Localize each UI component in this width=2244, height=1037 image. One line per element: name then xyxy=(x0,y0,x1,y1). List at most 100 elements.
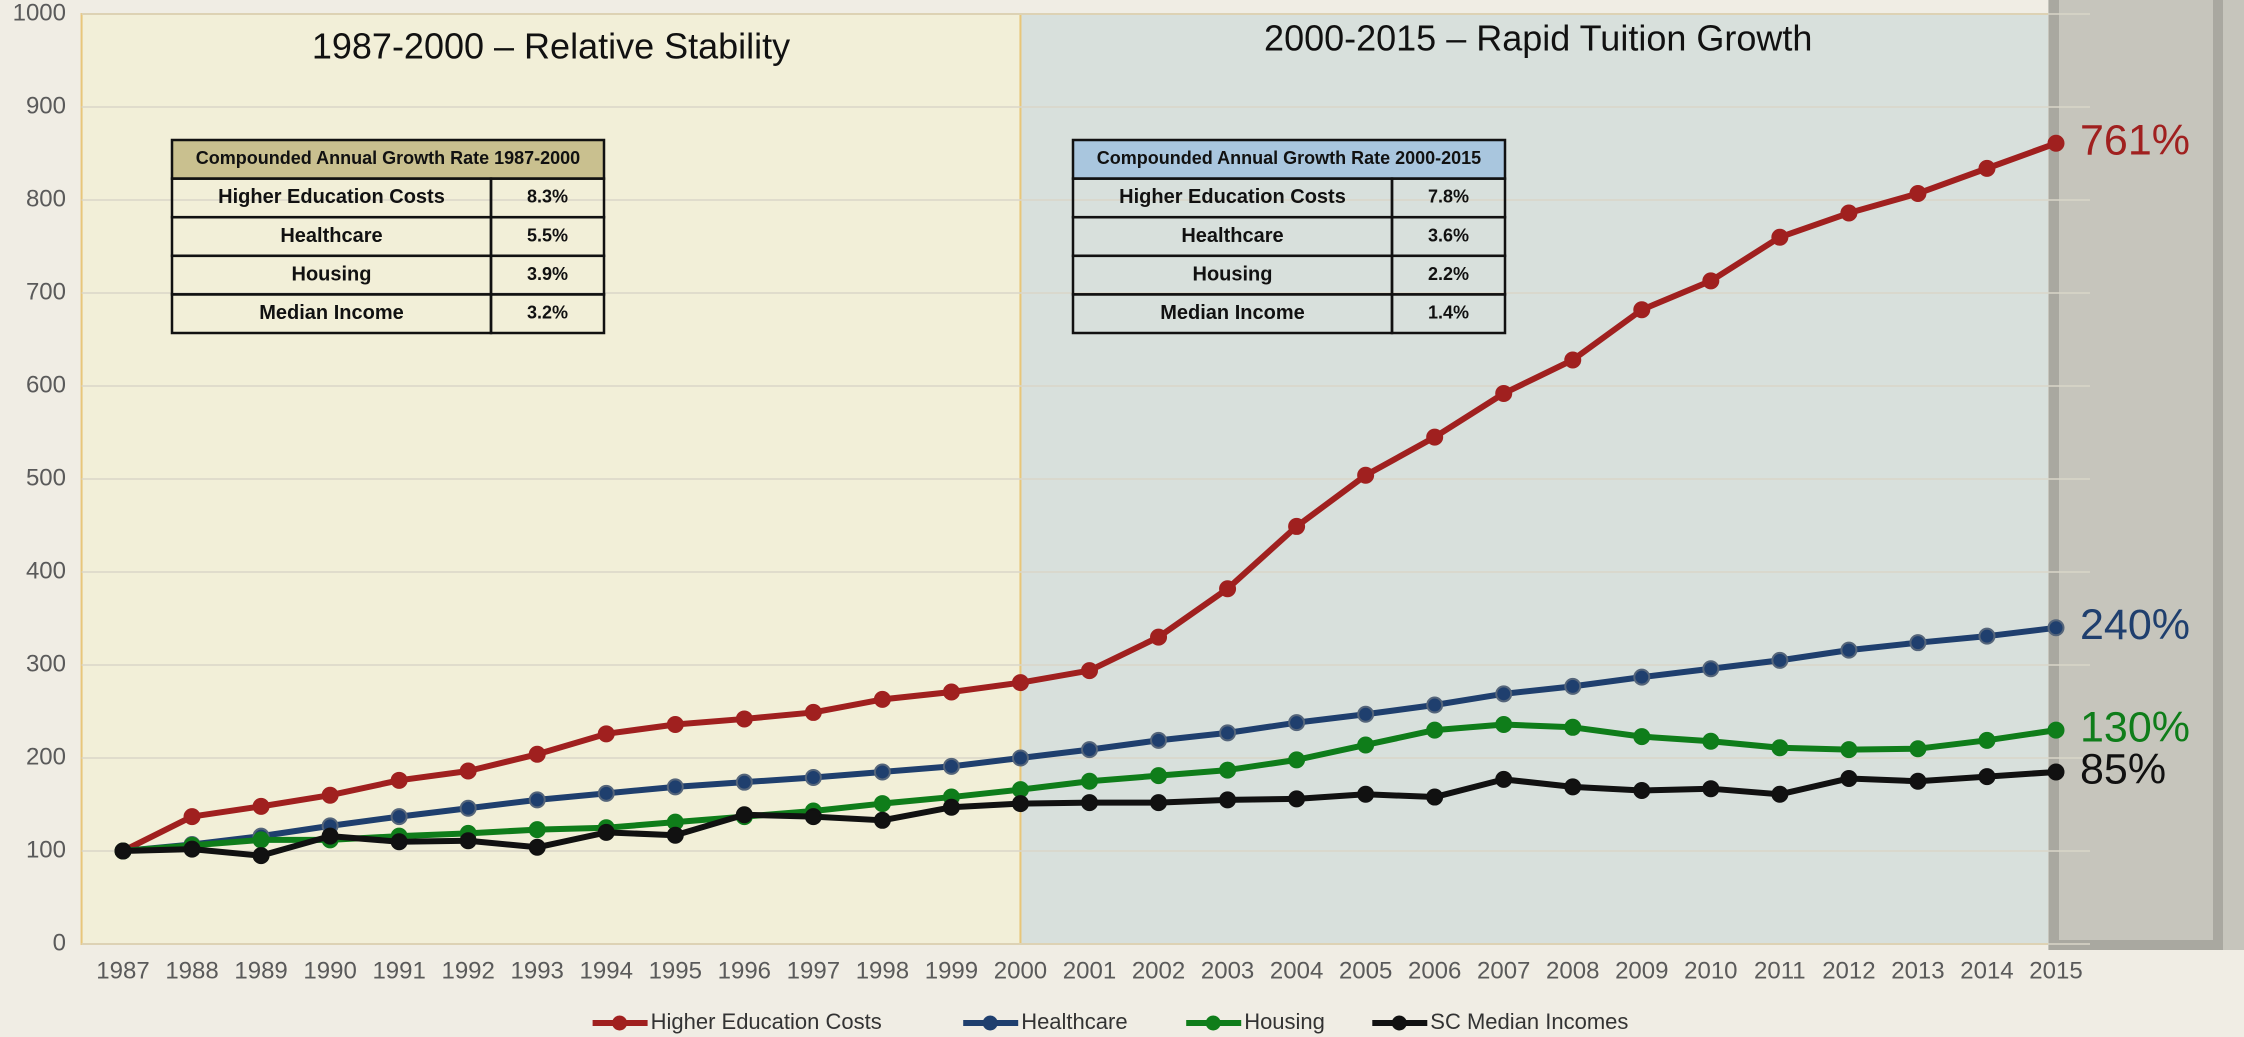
x-tick-label: 2005 xyxy=(1339,957,1392,984)
marker xyxy=(1978,731,1996,749)
marker xyxy=(321,786,339,804)
marker xyxy=(1219,761,1237,779)
legend-marker xyxy=(1391,1015,1407,1031)
marker xyxy=(390,808,408,826)
marker xyxy=(2047,134,2065,152)
x-tick-label: 2000 xyxy=(994,957,1047,984)
marker xyxy=(1771,739,1789,757)
marker xyxy=(1909,772,1927,790)
marker xyxy=(2047,619,2065,637)
marker xyxy=(459,762,477,780)
marker xyxy=(114,842,132,860)
table-row-label: Median Income xyxy=(259,302,403,324)
y-tick-label: 700 xyxy=(26,278,66,305)
table-row-value: 7.8% xyxy=(1428,187,1469,207)
marker xyxy=(942,757,960,775)
marker xyxy=(1633,782,1651,800)
marker xyxy=(1150,794,1168,812)
marker xyxy=(1219,724,1237,742)
y-tick-label: 200 xyxy=(26,743,66,770)
y-tick-label: 900 xyxy=(26,92,66,119)
x-tick-label: 1999 xyxy=(925,957,978,984)
x-tick-label: 1996 xyxy=(718,957,771,984)
marker xyxy=(735,806,753,824)
marker xyxy=(597,725,615,743)
marker xyxy=(2047,721,2065,739)
marker xyxy=(1495,716,1513,734)
x-tick-label: 2012 xyxy=(1822,957,1875,984)
x-tick-label: 1998 xyxy=(856,957,909,984)
marker xyxy=(252,797,270,815)
table-row-label: Healthcare xyxy=(1181,225,1283,247)
marker xyxy=(1771,228,1789,246)
x-tick-label: 2001 xyxy=(1063,957,1116,984)
table-row-value: 3.6% xyxy=(1428,225,1469,245)
x-tick-label: 1993 xyxy=(511,957,564,984)
marker xyxy=(1495,685,1513,703)
region-title: 1987-2000 – Relative Stability xyxy=(312,26,790,67)
marker xyxy=(1978,627,1996,645)
marker xyxy=(873,763,891,781)
x-tick-label: 1988 xyxy=(165,957,218,984)
marker xyxy=(252,847,270,865)
marker xyxy=(1357,705,1375,723)
marker xyxy=(1011,674,1029,692)
marker xyxy=(1011,795,1029,813)
legend-label: Housing xyxy=(1244,1009,1325,1034)
table-row-value: 2.2% xyxy=(1428,264,1469,284)
marker xyxy=(1840,741,1858,759)
marker xyxy=(183,808,201,826)
x-tick-label: 2011 xyxy=(1754,957,1806,984)
marker xyxy=(666,778,684,796)
x-tick-label: 1994 xyxy=(580,957,633,984)
table-row-value: 3.2% xyxy=(527,302,568,322)
x-tick-label: 2002 xyxy=(1132,957,1185,984)
x-tick-label: 1990 xyxy=(303,957,356,984)
x-tick-label: 1995 xyxy=(649,957,702,984)
marker xyxy=(528,821,546,839)
table-row-value: 3.9% xyxy=(527,264,568,284)
marker xyxy=(1219,580,1237,598)
marker xyxy=(1081,741,1098,759)
x-tick-label: 2008 xyxy=(1546,957,1599,984)
marker xyxy=(873,811,891,829)
marker xyxy=(1633,301,1651,319)
marker xyxy=(873,690,891,708)
marker xyxy=(666,716,684,734)
x-tick-label: 2010 xyxy=(1684,957,1737,984)
table-title: Compounded Annual Growth Rate 1987-2000 xyxy=(196,148,580,168)
marker xyxy=(1840,204,1858,222)
table-header xyxy=(170,138,606,180)
x-tick-label: 2013 xyxy=(1891,957,1944,984)
marker xyxy=(1288,714,1306,732)
marker xyxy=(1564,778,1582,796)
marker xyxy=(1288,751,1306,769)
marker xyxy=(1495,770,1513,788)
table-row-value: 1.4% xyxy=(1428,302,1469,322)
marker xyxy=(528,838,546,856)
legend-label: Higher Education Costs xyxy=(651,1009,882,1034)
marker xyxy=(1081,662,1098,680)
table-row-label: Higher Education Costs xyxy=(218,186,445,208)
x-tick-label: 1987 xyxy=(96,957,149,984)
marker xyxy=(1081,794,1098,812)
y-tick-label: 300 xyxy=(26,650,66,677)
marker xyxy=(183,840,201,858)
marker xyxy=(1702,272,1720,290)
marker xyxy=(597,784,615,802)
marker xyxy=(1978,159,1996,177)
table-cell xyxy=(489,293,606,335)
marker xyxy=(1771,651,1789,669)
marker xyxy=(804,769,822,787)
marker xyxy=(1978,768,1996,786)
side-panel xyxy=(2048,0,2244,950)
x-tick-label: 1989 xyxy=(234,957,287,984)
marker xyxy=(252,831,270,849)
marker xyxy=(942,683,960,701)
marker xyxy=(1426,788,1444,806)
marker xyxy=(1564,677,1582,695)
marker xyxy=(1426,721,1444,739)
marker xyxy=(1564,351,1582,369)
marker xyxy=(1357,785,1375,803)
table-row-label: Housing xyxy=(292,263,372,285)
